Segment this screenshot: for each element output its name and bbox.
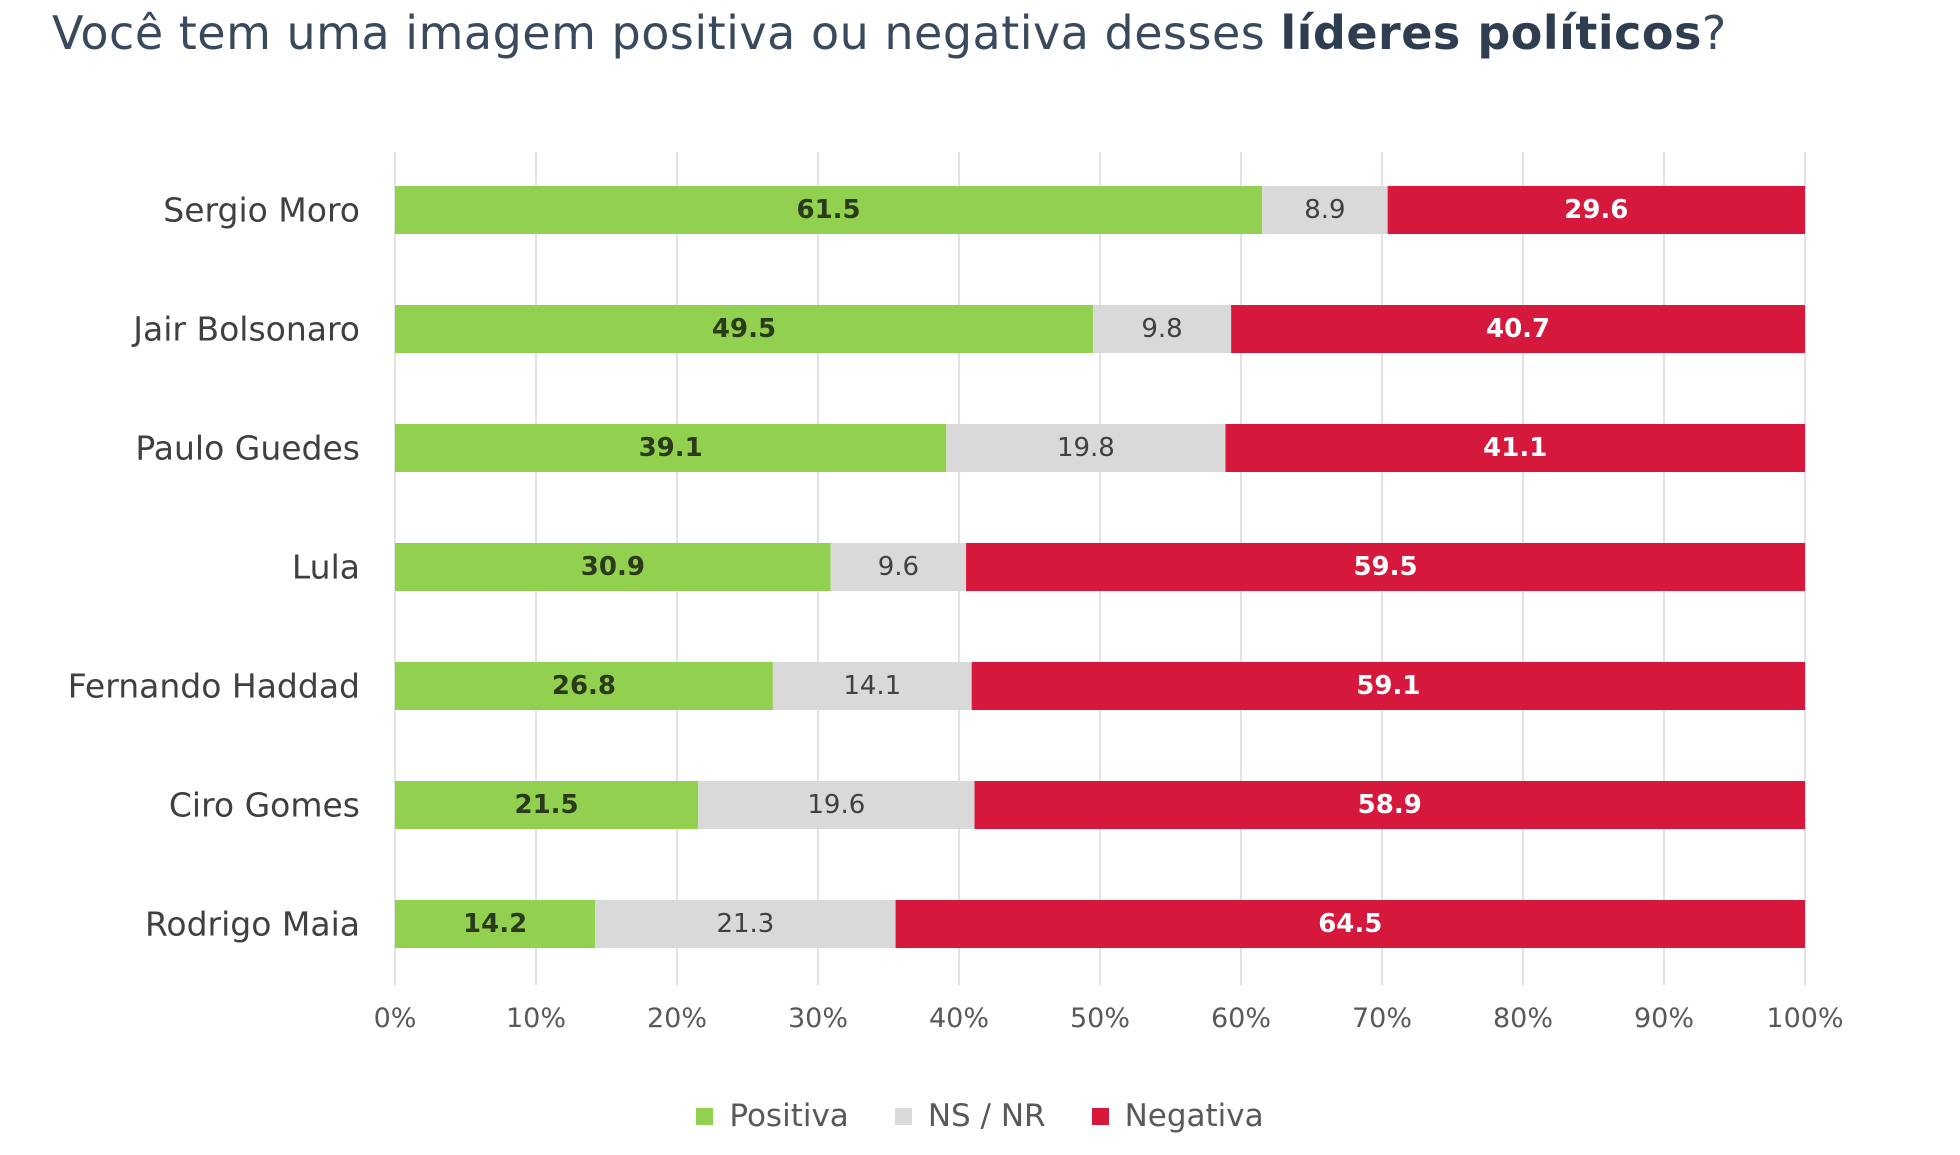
bar-segment-positiva bbox=[395, 900, 596, 948]
data-label: 29.6 bbox=[1564, 195, 1628, 225]
stacked-bar-chart: 61.5 8.9 29.6 49.5 9.8 40.7 39.1 19.8 41.1 30.9 9.… bbox=[68, 152, 1844, 1034]
bar-segment-positiva bbox=[395, 305, 1093, 353]
x-tick-label: 70% bbox=[1352, 1003, 1412, 1034]
x-tick-label: 10% bbox=[506, 1003, 566, 1034]
bar-segment-negativa bbox=[1387, 186, 1805, 234]
data-label: 14.1 bbox=[843, 671, 901, 701]
bar-segment-negativa bbox=[971, 662, 1805, 710]
data-label: 59.5 bbox=[1353, 552, 1417, 582]
bar-segment-ns-nr bbox=[1092, 305, 1232, 353]
title-prefix: Você tem uma imagem positiva ou negativa… bbox=[52, 6, 1281, 60]
x-tick-label: 60% bbox=[1211, 1003, 1271, 1034]
x-tick-label: 90% bbox=[1634, 1003, 1694, 1034]
legend-label: Positiva bbox=[729, 1098, 849, 1134]
data-label: 21.3 bbox=[716, 909, 774, 939]
title-bold: líderes políticos bbox=[1280, 6, 1702, 60]
bar-segment-ns-nr bbox=[595, 900, 896, 948]
bar-segment-negativa bbox=[895, 900, 1805, 948]
category-label: Jair Bolsonaro bbox=[131, 310, 360, 349]
data-label: 9.8 bbox=[1141, 314, 1182, 344]
bar-segment-positiva bbox=[395, 543, 831, 591]
bar-segment-ns-nr bbox=[772, 662, 972, 710]
category-label: Rodrigo Maia bbox=[145, 905, 360, 944]
data-label: 61.5 bbox=[796, 195, 860, 225]
category-label: Sergio Moro bbox=[163, 191, 360, 230]
legend-swatch bbox=[696, 1107, 714, 1125]
bar-segment-positiva bbox=[395, 662, 773, 710]
data-label: 19.8 bbox=[1057, 433, 1115, 463]
bar-segment-negativa bbox=[974, 781, 1805, 829]
data-label: 64.5 bbox=[1318, 909, 1382, 939]
category-label: Fernando Haddad bbox=[68, 667, 360, 706]
category-labels: Sergio Moro Jair Bolsonaro Paulo Guedes Lul… bbox=[68, 191, 360, 944]
bar-segment-negativa bbox=[1225, 424, 1805, 472]
chart-title: Você tem uma imagem positiva ou negativa… bbox=[52, 6, 1727, 60]
x-tick-label: 0% bbox=[374, 1003, 417, 1034]
bar-segment-positiva bbox=[395, 781, 699, 829]
x-tick-label: 30% bbox=[788, 1003, 848, 1034]
bar-segment-ns-nr bbox=[946, 424, 1226, 472]
bar-segment-ns-nr bbox=[1262, 186, 1388, 234]
data-label: 14.2 bbox=[463, 909, 527, 939]
data-label: 30.9 bbox=[581, 552, 645, 582]
data-label: 49.5 bbox=[712, 314, 776, 344]
bars: 61.5 8.9 29.6 49.5 9.8 40.7 39.1 19.8 41.1 30.9 9.… bbox=[395, 186, 1805, 948]
data-label: 59.1 bbox=[1356, 671, 1420, 701]
bar-segment-positiva bbox=[395, 424, 947, 472]
title-suffix: ? bbox=[1701, 6, 1727, 60]
bar-segment-positiva bbox=[395, 186, 1263, 234]
data-label: 26.8 bbox=[552, 671, 616, 701]
data-label: 19.6 bbox=[807, 790, 865, 820]
bar-segment-negativa bbox=[1231, 305, 1805, 353]
data-label: 41.1 bbox=[1483, 433, 1547, 463]
data-label: 8.9 bbox=[1304, 195, 1345, 225]
legend-item: Negativa bbox=[1091, 1098, 1264, 1134]
data-label: 9.6 bbox=[878, 552, 919, 582]
data-label: 21.5 bbox=[514, 790, 578, 820]
category-label: Lula bbox=[292, 548, 360, 587]
legend: Positiva NS / NR Negativa bbox=[0, 1090, 1960, 1142]
legend-swatch bbox=[1091, 1107, 1109, 1125]
x-axis-ticks: 0% 10% 20% 30% 40% 50% 60% 70% 80% 90% 100% bbox=[374, 1003, 1844, 1034]
data-label: 58.9 bbox=[1358, 790, 1422, 820]
x-tick-label: 40% bbox=[929, 1003, 989, 1034]
x-tick-label: 100% bbox=[1766, 1003, 1843, 1034]
x-tick-label: 80% bbox=[1493, 1003, 1553, 1034]
x-tick-label: 20% bbox=[647, 1003, 707, 1034]
legend-swatch bbox=[894, 1107, 912, 1125]
bar-segment-negativa bbox=[966, 543, 1805, 591]
legend-item: NS / NR bbox=[894, 1098, 1046, 1134]
data-label: 40.7 bbox=[1486, 314, 1550, 344]
legend-item: Positiva bbox=[696, 1098, 849, 1134]
bar-segment-ns-nr bbox=[698, 781, 975, 829]
category-label: Ciro Gomes bbox=[169, 786, 360, 825]
bar-segment-ns-nr bbox=[830, 543, 967, 591]
x-tick-label: 50% bbox=[1070, 1003, 1130, 1034]
data-label: 39.1 bbox=[639, 433, 703, 463]
category-label: Paulo Guedes bbox=[135, 429, 360, 468]
legend-label: NS / NR bbox=[927, 1098, 1046, 1134]
legend-label: Negativa bbox=[1124, 1098, 1264, 1134]
